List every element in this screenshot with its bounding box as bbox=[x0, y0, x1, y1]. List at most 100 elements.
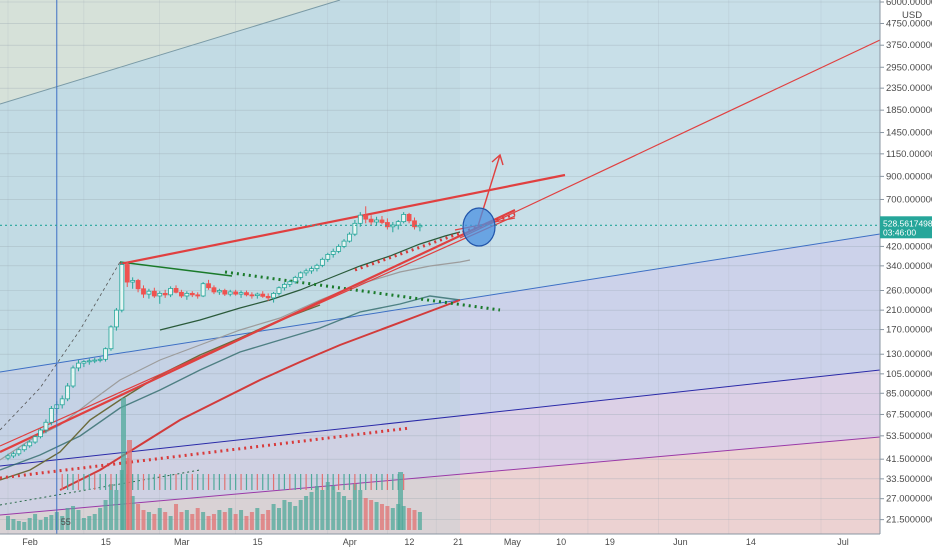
time-axis-label: Jun bbox=[673, 537, 688, 547]
candle-body bbox=[341, 240, 347, 247]
price-axis-label: 27.0000000 bbox=[886, 494, 932, 505]
price-axis-label: 1850.0000000 bbox=[886, 105, 932, 116]
volume-bar bbox=[201, 512, 206, 530]
time-axis-label: Apr bbox=[343, 537, 357, 547]
volume-bar bbox=[412, 510, 417, 530]
price-axis-label: 1450.0000000 bbox=[886, 128, 932, 139]
candle-body bbox=[309, 268, 314, 272]
price-axis-label: 21.5000000 bbox=[886, 515, 932, 526]
candle-body bbox=[406, 214, 412, 222]
candle-body bbox=[352, 222, 358, 235]
price-axis-label: 1150.0000000 bbox=[886, 149, 932, 160]
candle-body bbox=[81, 361, 87, 364]
volume-bar bbox=[141, 510, 146, 530]
candle-body bbox=[43, 421, 49, 431]
volume-bar bbox=[347, 500, 352, 530]
price-tag-value: 528.5617498 bbox=[883, 218, 932, 228]
volume-bar bbox=[81, 518, 86, 530]
band-upper bbox=[0, 0, 880, 372]
volume-bar bbox=[38, 520, 43, 530]
candle-body bbox=[271, 292, 276, 299]
volume-bar bbox=[249, 512, 254, 530]
volume-bar bbox=[163, 512, 168, 530]
volume-bar bbox=[293, 506, 298, 530]
ma-grey bbox=[0, 259, 471, 461]
candle-body bbox=[21, 445, 27, 451]
history-shade bbox=[0, 0, 460, 534]
price-axis-label: 700.0000000 bbox=[886, 194, 932, 205]
volume-bar bbox=[43, 517, 48, 530]
candle-body bbox=[222, 290, 228, 295]
volume-bar bbox=[374, 502, 379, 530]
volume-bar bbox=[369, 500, 374, 530]
volume-bar bbox=[195, 508, 200, 530]
dotted-red-trend bbox=[354, 212, 516, 272]
time-axis-label: 14 bbox=[746, 537, 756, 547]
volume-bar bbox=[121, 398, 126, 530]
candle-body bbox=[157, 292, 163, 297]
volume-bar bbox=[398, 472, 403, 530]
candle-body bbox=[276, 287, 282, 294]
price-axis-label: 340.0000000 bbox=[886, 261, 932, 272]
candle-body bbox=[200, 283, 206, 297]
price-axis-label: 900.0000000 bbox=[886, 171, 932, 182]
highlight-circle bbox=[462, 207, 496, 247]
candle-body bbox=[254, 293, 260, 296]
candle-body bbox=[379, 219, 385, 223]
price-axis-label: 3750.0000000 bbox=[886, 40, 932, 51]
breakout-arrow-head bbox=[491, 153, 504, 166]
price-axis-label: 210.0000000 bbox=[886, 305, 932, 316]
cursor-label: 55 bbox=[61, 517, 71, 527]
time-axis-label: Mar bbox=[174, 537, 190, 547]
volume-bar bbox=[27, 518, 32, 530]
volume-bar bbox=[271, 504, 276, 530]
time-axis-label: May bbox=[504, 537, 522, 547]
volume-bar bbox=[304, 496, 309, 530]
time-axis-label: 10 bbox=[556, 537, 566, 547]
volume-bar bbox=[114, 490, 119, 530]
volume-bar bbox=[190, 514, 195, 530]
volume-bar bbox=[282, 500, 287, 530]
price-axis-label: 6000.0000000 bbox=[886, 0, 932, 8]
candle-body bbox=[298, 272, 304, 278]
candle-body bbox=[38, 429, 43, 438]
volume-bar bbox=[266, 510, 271, 530]
candle-body bbox=[162, 292, 168, 296]
candle-body bbox=[395, 221, 401, 226]
candle-body bbox=[292, 276, 298, 283]
volume-bar bbox=[390, 508, 395, 530]
candle-body bbox=[412, 220, 417, 228]
volume-bar bbox=[379, 504, 384, 530]
candle-body bbox=[330, 250, 336, 255]
volume-bar bbox=[76, 510, 81, 530]
volume-bar bbox=[33, 514, 38, 530]
band-middle bbox=[0, 234, 880, 466]
candle-body bbox=[265, 295, 271, 299]
volume-bar bbox=[363, 498, 368, 530]
volume-bar bbox=[336, 492, 341, 530]
candle-body bbox=[173, 288, 179, 293]
candle-body bbox=[146, 290, 152, 295]
candle-body bbox=[179, 291, 184, 297]
volume-bar bbox=[239, 510, 244, 530]
price-axis-label: 2950.0000000 bbox=[886, 62, 932, 73]
candle-body bbox=[287, 281, 293, 285]
candle-body bbox=[119, 264, 125, 311]
candle-body bbox=[124, 264, 130, 283]
volume-bar bbox=[401, 506, 406, 530]
candle-body bbox=[70, 367, 76, 387]
volume-bar bbox=[6, 516, 10, 530]
candle-body bbox=[16, 449, 22, 455]
volume-bar bbox=[22, 522, 27, 530]
volume-bar bbox=[98, 508, 103, 530]
volume-bar bbox=[152, 514, 157, 530]
time-axis-label: 15 bbox=[101, 537, 111, 547]
candle-body bbox=[401, 214, 407, 223]
volume-bar bbox=[287, 502, 292, 530]
currency-label: USD bbox=[902, 10, 922, 21]
volume-bar bbox=[320, 490, 325, 530]
candles-layer bbox=[5, 206, 423, 461]
